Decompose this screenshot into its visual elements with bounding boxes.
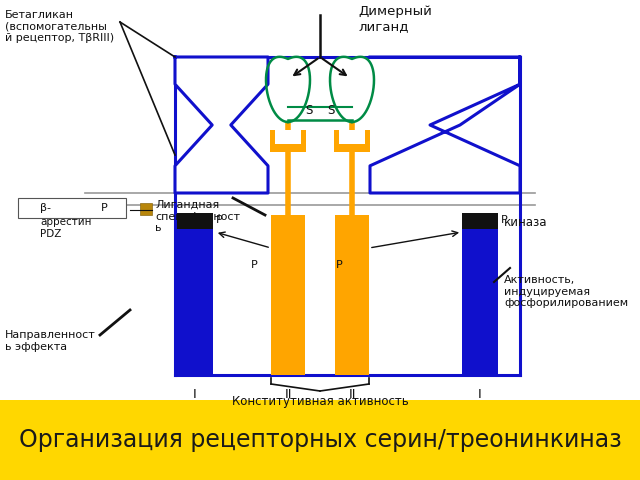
Text: I: I — [193, 388, 197, 401]
Text: P: P — [252, 260, 258, 270]
Text: PDZ: PDZ — [40, 229, 61, 239]
Text: Активность,
индуцируемая
фосфорилированием: Активность, индуцируемая фосфорилировани… — [504, 275, 628, 308]
Bar — [462, 215, 498, 375]
Text: киназа: киназа — [504, 216, 547, 228]
Text: Направленност
ь эффекта: Направленност ь эффекта — [5, 330, 96, 351]
Polygon shape — [175, 57, 268, 193]
Text: Организация рецепторных серин/треонинкиназ: Организация рецепторных серин/треонинкин… — [19, 428, 621, 452]
Text: I: I — [478, 388, 482, 401]
Bar — [18, 198, 126, 218]
Bar — [140, 203, 152, 215]
Text: S: S — [327, 104, 335, 117]
Text: II: II — [348, 388, 356, 401]
Text: Бетагликан
(вспомогательны
й рецептор, TβRIII): Бетагликан (вспомогательны й рецептор, T… — [5, 10, 114, 43]
Text: β-: β- — [40, 203, 51, 213]
Polygon shape — [330, 57, 374, 122]
Bar — [334, 130, 370, 152]
Bar — [335, 215, 369, 375]
Text: P: P — [336, 260, 343, 270]
Bar — [177, 215, 213, 375]
Text: Димерный
лиганд: Димерный лиганд — [358, 5, 432, 33]
Polygon shape — [370, 57, 520, 193]
Text: S: S — [305, 104, 313, 117]
Text: P: P — [216, 215, 223, 225]
Bar — [275, 130, 301, 144]
Bar — [271, 215, 305, 375]
Bar — [462, 213, 498, 229]
Text: аррестин: аррестин — [40, 217, 92, 227]
Bar — [177, 213, 213, 229]
Text: P: P — [101, 203, 108, 213]
Bar — [270, 130, 306, 152]
Text: II: II — [284, 388, 292, 401]
Bar — [0, 400, 640, 480]
Text: Конститутивная активность: Конститутивная активность — [232, 395, 408, 408]
Bar — [339, 130, 365, 144]
Text: P: P — [501, 215, 508, 225]
Polygon shape — [266, 57, 310, 122]
Text: Лигандная
специфичност
ь: Лигандная специфичност ь — [155, 200, 240, 233]
